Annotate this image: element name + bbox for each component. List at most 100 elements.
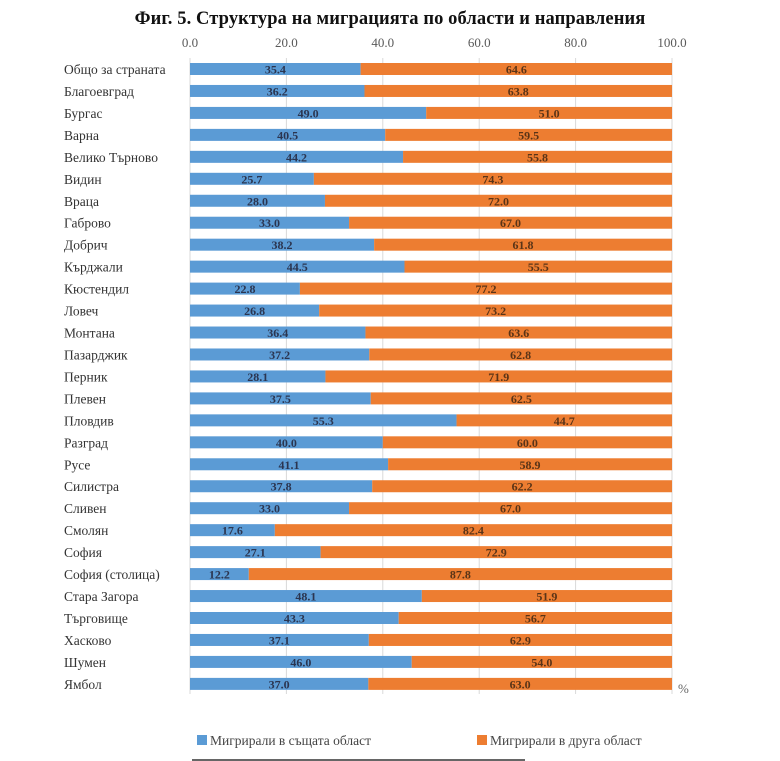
bar-other-region	[372, 480, 672, 493]
data-label-other-region: 73.2	[485, 304, 506, 318]
data-label-same-region: 22.8	[234, 282, 255, 296]
bar-same-region	[190, 590, 422, 603]
data-label-other-region: 51.0	[539, 106, 560, 120]
bar-other-region	[324, 194, 672, 207]
bar-same-region	[190, 63, 361, 75]
data-label-same-region: 36.4	[267, 326, 288, 340]
data-label-other-region: 61.8	[513, 238, 534, 252]
category-label: Общо за страната	[64, 62, 166, 77]
data-label-same-region: 40.5	[277, 128, 298, 142]
data-label-same-region: 36.2	[267, 84, 288, 98]
bar-same-region	[190, 524, 275, 537]
bar-same-region	[190, 458, 389, 471]
category-label: Плевен	[64, 391, 106, 406]
category-label: София (столица)	[64, 567, 160, 582]
bar-same-region	[190, 348, 370, 361]
bar-other-region	[411, 655, 672, 668]
bar-same-region	[190, 480, 373, 493]
bar-same-region	[190, 326, 366, 339]
category-label: Благоевград	[64, 84, 134, 99]
bar-other-region	[456, 414, 672, 427]
category-label: Враца	[64, 194, 99, 209]
legend: Мигрирали в същата област Мигрирали в др…	[197, 733, 642, 748]
bar-other-region	[364, 84, 672, 97]
data-label-other-region: 54.0	[531, 655, 552, 669]
data-label-same-region: 48.1	[295, 590, 316, 604]
bar-other-region	[274, 524, 672, 537]
data-labels: 35.4 64.6 36.2 63.8 49.0 51.0 40.5 59.5 44.2 55.8…	[209, 63, 575, 692]
data-label-same-region: 44.5	[287, 260, 308, 274]
category-label: Варна	[64, 128, 99, 143]
legend-swatch-other-region	[477, 735, 487, 745]
category-label: София	[64, 545, 102, 560]
bar-other-region	[368, 677, 672, 690]
data-label-same-region: 44.2	[286, 150, 307, 164]
bar-other-region	[374, 238, 672, 251]
data-label-same-region: 17.6	[222, 524, 243, 538]
data-label-other-region: 67.0	[500, 216, 521, 230]
category-label: Ямбол	[64, 677, 102, 692]
bar-other-region	[349, 216, 672, 229]
bar-other-region	[320, 546, 672, 559]
bar-other-region	[325, 370, 672, 383]
category-label: Габрово	[64, 216, 111, 231]
data-label-same-region: 37.0	[269, 677, 290, 691]
bar-same-region	[190, 502, 350, 515]
data-label-other-region: 64.6	[506, 63, 527, 77]
category-label: Монтана	[64, 326, 115, 341]
data-label-other-region: 72.9	[486, 546, 507, 560]
x-tick-label: 20.0	[275, 35, 298, 50]
data-label-other-region: 67.0	[500, 502, 521, 516]
x-tick-label: 60.0	[468, 35, 491, 50]
bar-other-region	[349, 502, 672, 515]
bar-other-region	[421, 590, 672, 603]
data-label-same-region: 35.4	[265, 63, 286, 77]
bar-other-region	[313, 172, 672, 185]
legend-label-same-region: Мигрирали в същата област	[210, 733, 371, 748]
data-label-other-region: 71.9	[488, 370, 509, 384]
data-label-other-region: 44.7	[554, 414, 575, 428]
bar-same-region	[190, 633, 369, 646]
category-label: Видин	[64, 172, 102, 187]
data-label-same-region: 28.0	[247, 194, 268, 208]
data-label-same-region: 33.0	[259, 502, 280, 516]
data-label-same-region: 43.3	[284, 612, 305, 626]
data-label-same-region: 55.3	[313, 414, 334, 428]
data-label-other-region: 63.8	[508, 84, 529, 98]
data-label-same-region: 37.8	[271, 480, 292, 494]
category-label: Перник	[64, 369, 108, 384]
legend-swatch-same-region	[197, 735, 207, 745]
legend-label-other-region: Мигрирали в друга област	[490, 733, 642, 748]
bar-other-region	[369, 348, 672, 361]
bar-same-region	[190, 436, 383, 449]
bar-other-region	[385, 128, 672, 141]
bar-other-region	[319, 304, 672, 317]
bar-other-region	[404, 260, 672, 273]
data-label-other-region: 63.6	[508, 326, 529, 340]
bar-same-region	[190, 106, 427, 119]
data-label-same-region: 12.2	[209, 568, 230, 582]
bar-same-region	[190, 238, 375, 251]
data-label-other-region: 62.9	[510, 633, 531, 647]
bar-same-region	[190, 414, 457, 427]
data-label-other-region: 62.5	[511, 392, 532, 406]
bar-same-region	[190, 172, 314, 185]
bar-other-region	[365, 326, 672, 339]
bar-same-region	[190, 216, 350, 229]
bar-same-region	[190, 128, 386, 141]
category-label: Добрич	[64, 238, 108, 253]
unit-label: %	[678, 681, 689, 696]
data-label-same-region: 41.1	[279, 458, 300, 472]
bar-other-region	[360, 63, 672, 75]
data-label-other-region: 51.9	[536, 590, 557, 604]
category-label: Сливен	[64, 501, 106, 516]
data-label-other-region: 60.0	[517, 436, 538, 450]
data-label-same-region: 28.1	[247, 370, 268, 384]
data-label-same-region: 27.1	[245, 546, 266, 560]
bar-same-region	[190, 370, 326, 383]
bar-same-region	[190, 304, 320, 317]
y-axis-categories: Общо за страната Благоевград Бургас Варна Ве…	[64, 62, 166, 692]
data-label-other-region: 56.7	[525, 612, 546, 626]
bar-other-region	[382, 436, 672, 449]
